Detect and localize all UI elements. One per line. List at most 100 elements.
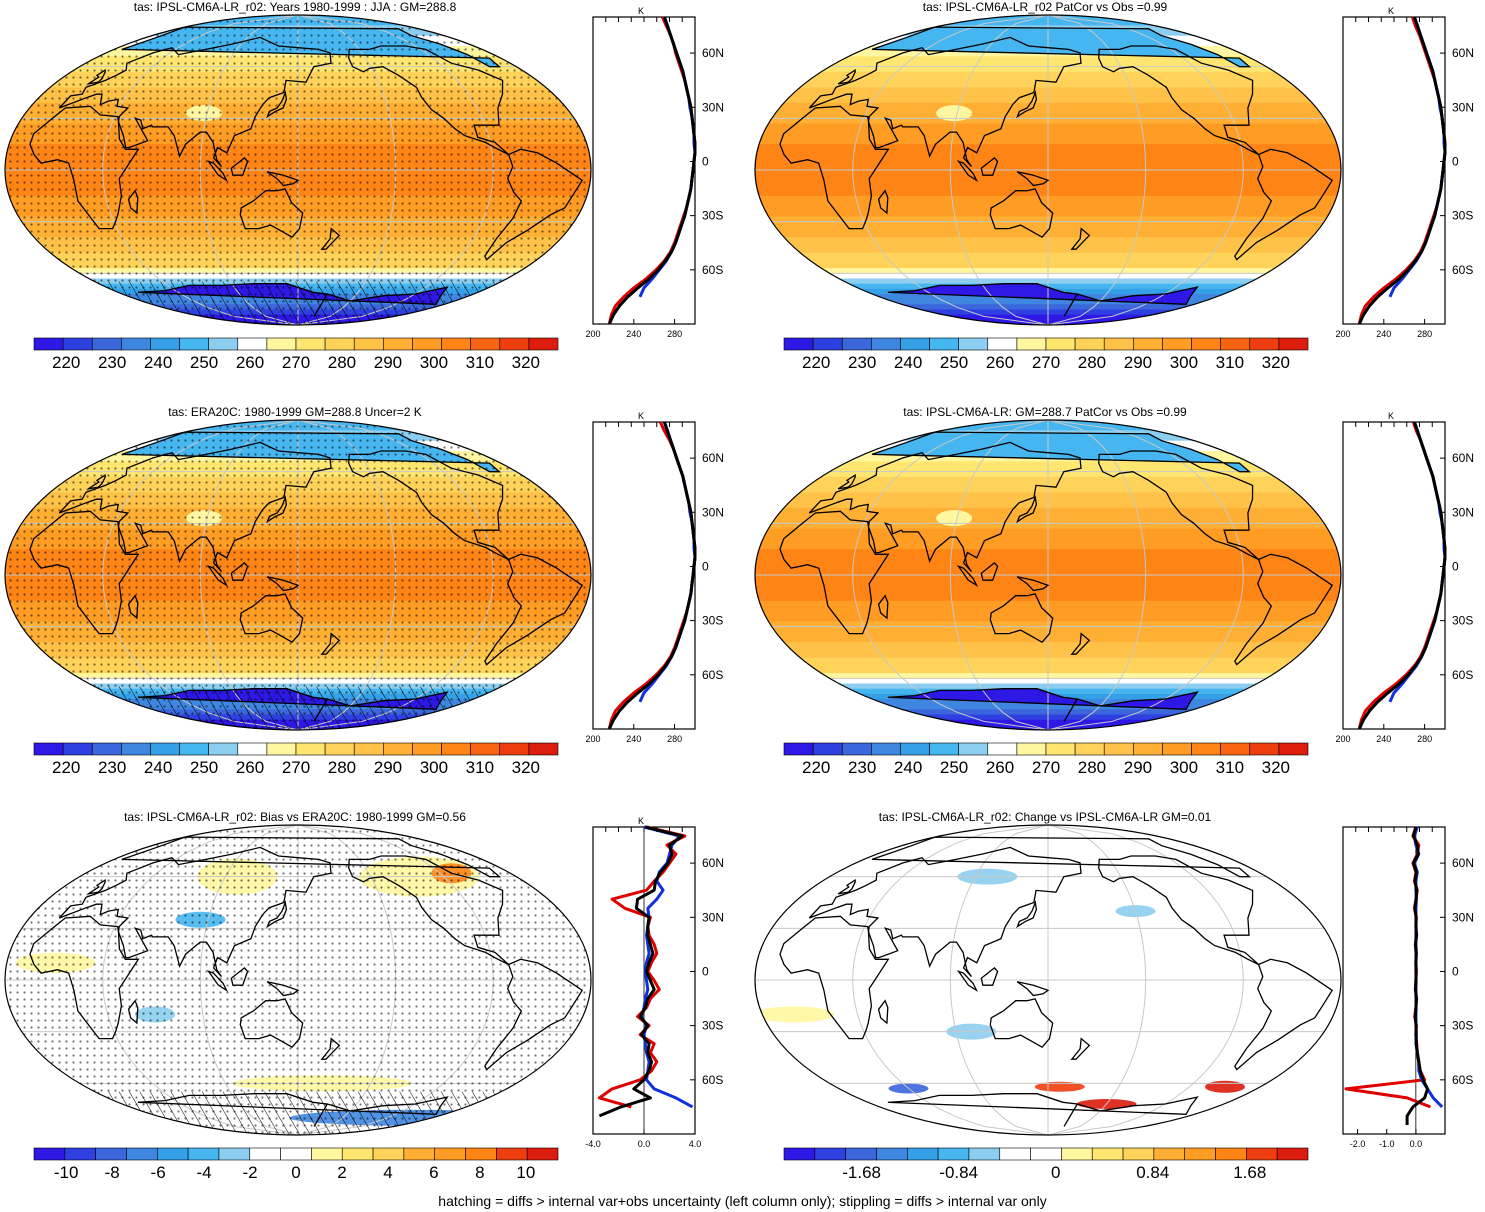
colorbar-tick-label: 290 [1124,758,1152,777]
colorbar-tick-label: 240 [894,353,922,372]
lat-tick-label: 60S [1452,1073,1473,1087]
colorbar-cell [62,337,93,351]
colorbar-cell [1045,742,1076,756]
coast-sumatra [956,565,979,588]
colorbar-cell [91,337,122,351]
panel-content: 220 230 240 250 260 270 280 290 300 310 320 K 60N 30N… [754,411,1474,777]
lat-tick-label: 30N [1452,505,1474,519]
footer-note: hatching = diffs > internal var+obs unce… [438,1193,1047,1209]
colorbar-cell [1278,337,1309,351]
colorbar-cell [1278,742,1309,756]
colorbar-tick-label: 260 [986,758,1014,777]
colorbar-cell [1246,1147,1278,1161]
x-tick-label: -1.0 [1379,1139,1395,1149]
lat-tick-label: 60N [1452,46,1474,60]
lat-tick-label: 0 [1452,559,1459,573]
colorbar-cell [1122,1147,1155,1161]
coastlines [779,836,1334,1127]
colorbar-cell [208,337,239,351]
colorbar-tick-label: 250 [190,353,218,372]
colorbar-tick-label: -1.68 [842,1163,881,1182]
colorbar-cell [528,742,559,756]
stippling [5,15,591,325]
colorbar-cell [434,1147,466,1161]
graticule [755,825,1341,1135]
lat-tick-label: 0 [702,559,709,573]
colorbar-cell [266,337,297,351]
colorbar-cell [353,337,384,351]
panel-2: tas: IPSL-CM6A-LR_r02 PatCor vs Obs =0.9… [750,0,1474,400]
zonal-mean-plot: 60N 30N 0 30S 60S -2.0 -1.0 0.0 [1342,826,1474,1149]
colorbar-cell [937,1147,970,1161]
hatching [5,686,591,730]
coast-madagascar [877,999,889,1025]
colorbar-tick-label: 220 [52,353,80,372]
map-border [754,14,1342,326]
lat-tick-label: 30S [1452,1019,1473,1033]
colorbar-cell [1133,337,1163,351]
colorbar-cell [187,1147,220,1161]
coast-uk [837,68,856,85]
panel-title: tas: IPSL-CM6A-LR_r02 PatCor vs Obs =0.9… [922,0,1168,14]
panel-title: tas: IPSL-CM6A-LR_r02: Change vs IPSL-CM… [878,810,1212,824]
lat-tick-label: 30S [1452,614,1473,628]
zonal-unit: K [638,411,644,421]
colorbar-tick-label: 270 [282,353,310,372]
zonal-series-ensemble [607,421,697,730]
coast-sumatra [956,970,979,993]
coastlines [779,26,1334,317]
coast-nz [1070,632,1091,655]
colorbar-tick-label: 290 [374,758,402,777]
colorbar-tick-label: 240 [144,758,172,777]
colorbar-cell [876,1147,908,1161]
panel-svg: 220 230 240 250 260 270 280 290 300 310 320 K 60N 30N… [4,411,724,777]
colorbar-tick-label: 0.84 [1136,1163,1169,1182]
panel-title: tas: ERA20C: 1980-1999 GM=288.8 Uncer=2 … [168,405,422,419]
coast-newguinea [1016,171,1050,187]
panel-title: tas: IPSL-CM6A-LR_r02: Years 1980-1999 :… [133,0,457,14]
panel-svg: 220 230 240 250 260 270 280 290 300 310 320 K 60N 30N… [754,411,1474,777]
colorbar-tick-label: 300 [1170,758,1198,777]
panel-svg: -10 -8 -6 -4 -2 0 2 4 6 8 10 K 60N 30N 0 30S 60S -4.0 0.0 4… [4,816,724,1182]
colorbar-cell [783,337,814,351]
colorbar-cell [311,1147,343,1161]
colorbar-tick-label: 230 [98,758,126,777]
colorbar-cell [295,337,326,351]
colorbar-cell [1191,337,1221,351]
coast-japan [1016,900,1038,929]
colorbar-cell [324,337,355,351]
colorbar-cell [441,337,471,351]
colorbar-cell [1133,742,1163,756]
coast-northamerica [1098,855,1260,966]
colorbar-tick-label: 250 [940,353,968,372]
colorbar-cell [372,1147,405,1161]
colorbar: 220 230 240 250 260 270 280 290 300 310 320 [783,337,1309,372]
colorbar-tick-label: -8 [105,1163,120,1182]
colorbar-tick-label: 300 [420,758,448,777]
coastlines [779,431,1334,722]
coast-northamerica [1098,45,1260,156]
x-tick-label: 200 [1335,734,1350,744]
colorbar-cell [929,337,959,351]
coast-borneo [980,562,999,581]
colorbar-cell [812,742,843,756]
colorbar-tick-label: -0.84 [939,1163,978,1182]
coast-uk [837,473,856,490]
colorbar-tick-label: 320 [512,758,540,777]
coast-newguinea [1016,981,1050,997]
colorbar-cell [958,337,989,351]
colorbar-tick-label: 280 [1078,353,1106,372]
panel-3: tas: ERA20C: 1980-1999 GM=288.8 Uncer=2 … [0,405,724,805]
colorbar-cell [353,742,384,756]
colorbar-cell [1016,742,1047,756]
colorbar-cell [64,1147,96,1161]
colorbar-cell [900,337,930,351]
x-tick-label: 280 [1417,734,1432,744]
zonal-series-ensemble [607,16,697,325]
x-tick-label: 200 [585,329,600,339]
coast-antarctica [887,283,1199,317]
zonal-frame [592,421,696,730]
colorbar-cell [1074,742,1105,756]
colorbar-tick-label: 310 [1216,353,1244,372]
colorbar-cell [1045,337,1076,351]
